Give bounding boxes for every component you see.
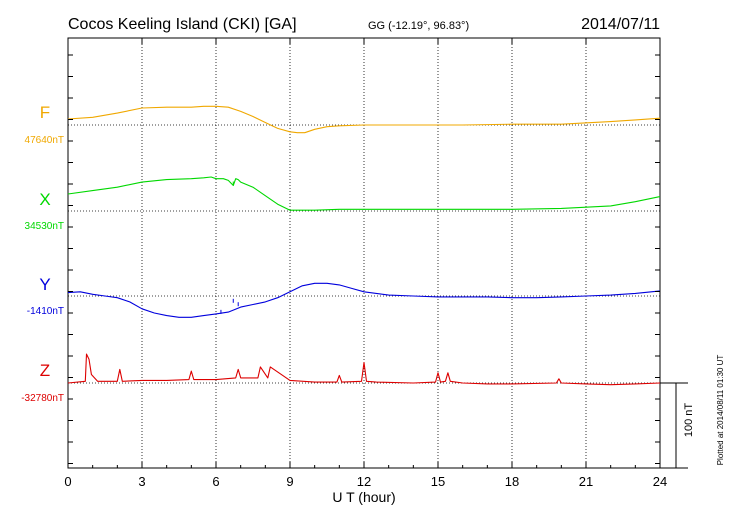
- x-axis-ticks: 0 3 6 9 12 15 18 21 24: [64, 38, 667, 489]
- x-tick-label: 21: [579, 474, 593, 489]
- series-line-z: [67, 353, 661, 386]
- series-name-f: F: [40, 103, 50, 122]
- series-line-f: [67, 105, 661, 134]
- series-baseline-label-x: 34530nT: [25, 221, 64, 232]
- series-name-z: Z: [40, 361, 50, 380]
- grid: [141, 38, 587, 468]
- x-axis-label: U T (hour): [332, 489, 395, 505]
- plot-frame: [67, 37, 661, 469]
- series-name-y: Y: [39, 275, 50, 294]
- chart-title: Cocos Keeling Island (CKI) [GA]: [68, 16, 297, 33]
- x-tick-label: 12: [357, 474, 371, 489]
- plotted-at-note: Plotted at 2014/08/11 01:30 UT: [716, 355, 725, 466]
- x-tick-label: 9: [286, 474, 293, 489]
- series-line-y: [67, 282, 661, 318]
- series-baseline-label-f: 47640nT: [25, 135, 64, 146]
- series-labels: F 47640nT X 34530nT Y -1410nT Z -32780nT: [21, 103, 64, 404]
- series-baseline-label-z: -32780nT: [21, 393, 64, 404]
- scale-bar: 100 nT: [660, 382, 695, 469]
- x-tick-label: 6: [212, 474, 219, 489]
- chart-date: 2014/07/11: [581, 16, 660, 33]
- series-line-x: [67, 176, 661, 211]
- series-group: [67, 105, 661, 386]
- scale-bar-label: 100 nT: [683, 403, 695, 438]
- x-tick-label: 3: [138, 474, 145, 489]
- station-coordinates: GG (-12.19°, 96.83°): [368, 20, 469, 32]
- x-tick-label: 18: [505, 474, 519, 489]
- x-tick-label: 0: [64, 474, 71, 489]
- x-tick-label: 15: [431, 474, 445, 489]
- series-baseline-label-y: -1410nT: [27, 306, 64, 317]
- series-name-x: X: [39, 190, 50, 209]
- x-tick-label: 24: [653, 474, 667, 489]
